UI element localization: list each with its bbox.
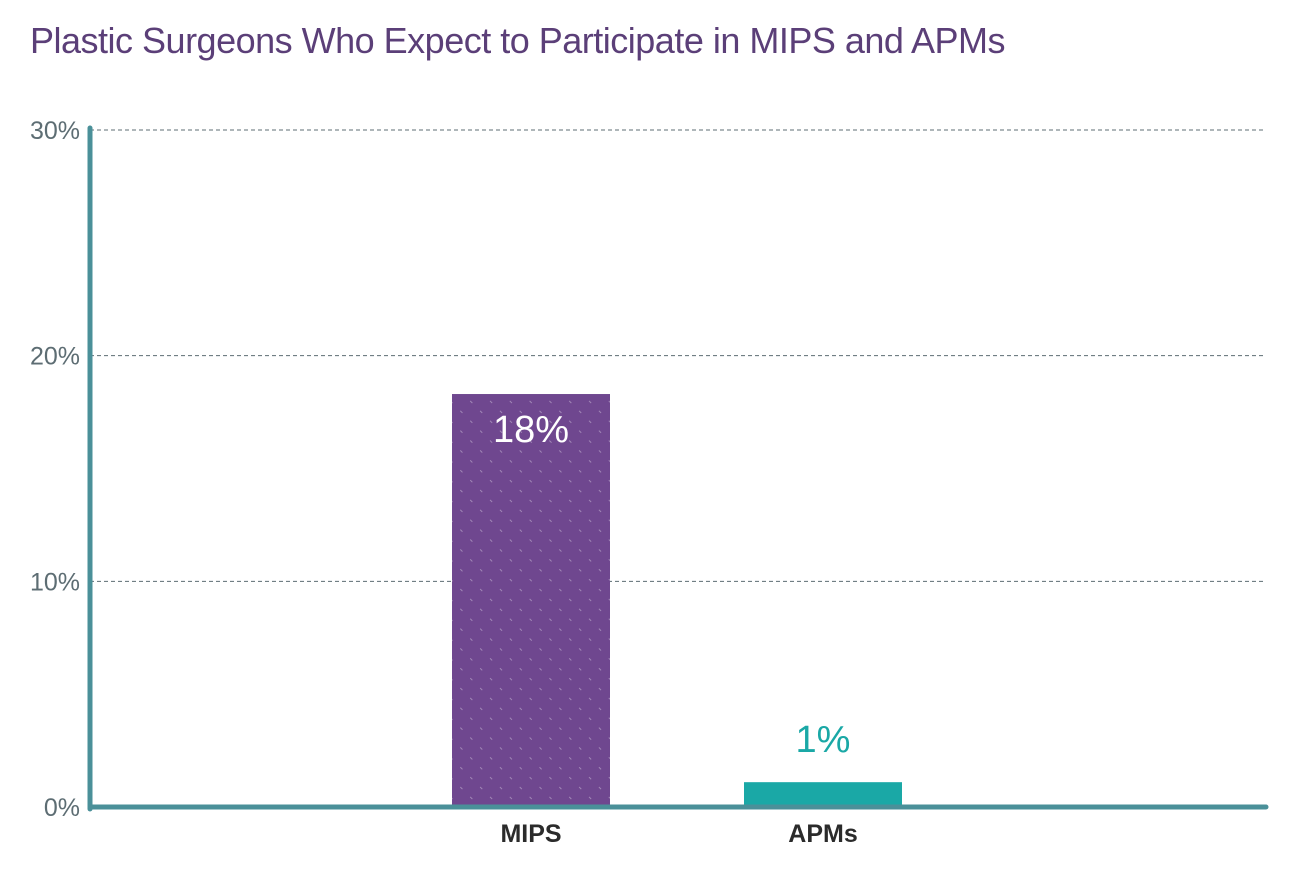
bar-texture	[452, 394, 610, 807]
y-tick-label: 20%	[30, 343, 80, 371]
x-tick-label: MIPS	[500, 820, 561, 848]
chart-title: Plastic Surgeons Who Expect to Participa…	[30, 20, 1005, 61]
gridlines	[90, 129, 1266, 582]
data-labels: 18% 1%	[493, 409, 850, 761]
data-label-apms: 1%	[796, 719, 851, 761]
data-label-mips: 18%	[493, 409, 569, 451]
bars	[452, 394, 902, 807]
category-labels: MIPS APMs	[500, 820, 857, 848]
y-tick-label: 0%	[44, 794, 80, 822]
y-tick-label: 30%	[30, 117, 80, 145]
x-tick-label: APMs	[788, 820, 857, 848]
y-tick-label: 10%	[30, 568, 80, 596]
bar-apms	[744, 782, 902, 807]
axes	[87, 125, 1269, 812]
y-axis-ticks: 0% 10% 20% 30%	[30, 117, 80, 822]
